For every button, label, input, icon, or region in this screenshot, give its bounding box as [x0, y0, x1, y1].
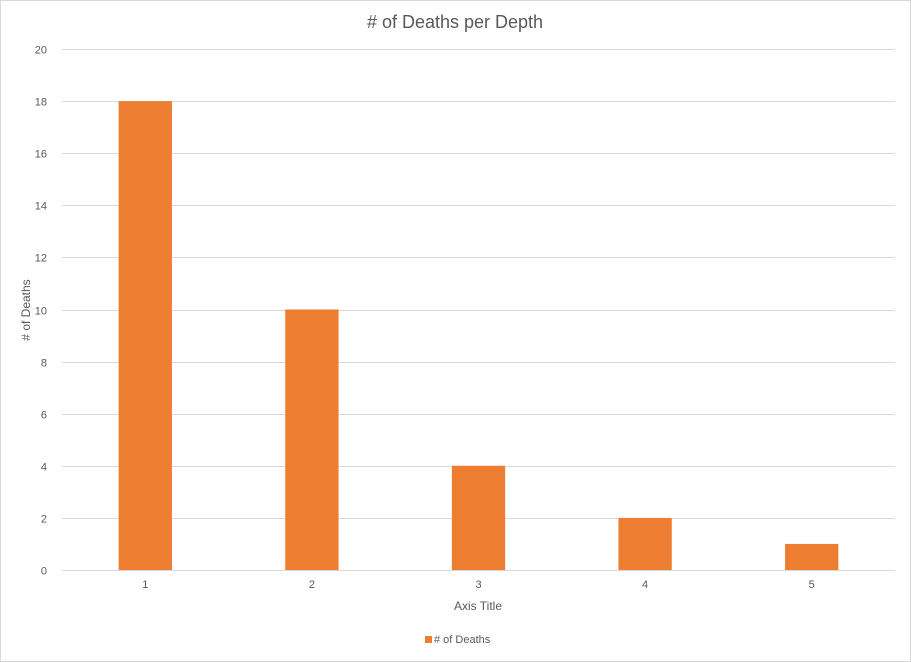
y-tick-label: 12 [35, 253, 47, 265]
y-axis-title: # of Deaths [19, 279, 33, 340]
x-axis-title: Axis Title [454, 599, 502, 613]
y-tick-label: 10 [35, 306, 47, 318]
y-tick-label: 16 [35, 149, 47, 161]
y-tick-label: 8 [41, 358, 47, 370]
legend-swatch [425, 636, 432, 643]
x-axis-ticks: 1 2 3 4 5 [142, 579, 815, 591]
y-tick-label: 0 [41, 566, 47, 578]
bar-5 [785, 543, 839, 570]
y-tick-label: 18 [35, 97, 47, 109]
bar-2 [285, 309, 339, 570]
x-tick-label: 1 [142, 579, 148, 591]
bars [118, 101, 839, 570]
bar-3 [451, 465, 506, 570]
x-tick-label: 2 [309, 579, 315, 591]
legend-label: # of Deaths [434, 634, 491, 646]
legend: # of Deaths [425, 634, 491, 646]
chart-title: # of Deaths per Depth [367, 12, 543, 32]
gridlines [62, 49, 895, 519]
y-tick-label: 6 [41, 410, 47, 422]
bar-1 [118, 101, 172, 570]
y-tick-label: 4 [41, 462, 47, 474]
x-tick-label: 3 [475, 579, 481, 591]
y-tick-label: 14 [35, 201, 47, 213]
y-tick-label: 2 [41, 514, 47, 526]
y-tick-label: 20 [35, 45, 47, 57]
x-tick-label: 5 [809, 579, 815, 591]
y-axis-ticks: 0 2 4 6 8 10 12 14 16 18 20 [35, 45, 47, 578]
bar-4 [618, 517, 672, 570]
x-tick-label: 4 [642, 579, 648, 591]
